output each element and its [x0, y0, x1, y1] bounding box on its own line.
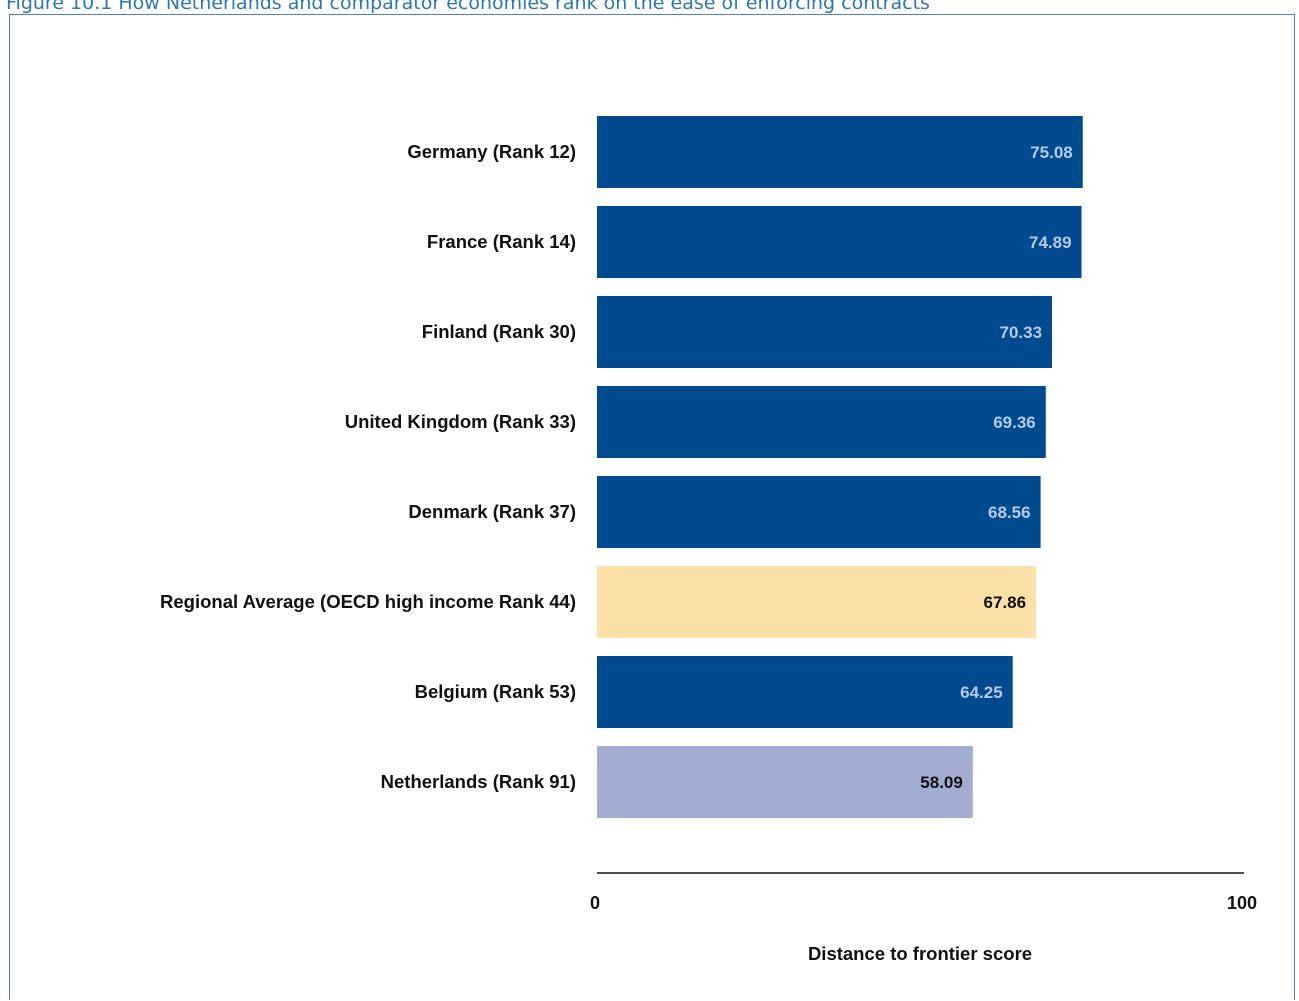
bars-layer [597, 116, 1083, 818]
bar-4 [597, 476, 1041, 548]
category-label-7: Netherlands (Rank 91) [381, 771, 576, 792]
bar-2 [597, 296, 1053, 368]
value-label-4: 68.56 [988, 503, 1031, 522]
value-label-5: 67.86 [984, 593, 1027, 612]
bar-1 [597, 206, 1082, 278]
value-label-3: 69.36 [993, 413, 1036, 432]
bar-3 [597, 386, 1046, 458]
x-tick-label-1: 100 [1227, 893, 1257, 913]
category-label-4: Denmark (Rank 37) [408, 501, 576, 522]
value-label-6: 64.25 [960, 683, 1003, 702]
value-label-1: 74.89 [1029, 233, 1072, 252]
bar-7 [597, 746, 973, 818]
bar-0 [597, 116, 1083, 188]
value-label-7: 58.09 [920, 773, 963, 792]
x-axis-title: Distance to frontier score [808, 943, 1032, 964]
category-label-2: Finland (Rank 30) [422, 321, 576, 342]
value-label-0: 75.08 [1030, 143, 1073, 162]
bar-5 [597, 566, 1037, 638]
x-tick-label-0: 0 [590, 893, 600, 913]
category-label-1: France (Rank 14) [427, 231, 576, 252]
figure-caption: Figure 10.1 How Netherlands and comparat… [6, 0, 930, 14]
ticks-layer: 0 100 [590, 893, 1257, 913]
value-label-2: 70.33 [999, 323, 1042, 342]
labels-layer: Germany (Rank 12) 75.08 France (Rank 14) 74… [160, 141, 1073, 792]
bar-6 [597, 656, 1013, 728]
figure-frame [9, 14, 1295, 1000]
category-label-0: Germany (Rank 12) [407, 141, 576, 162]
category-label-3: United Kingdom (Rank 33) [345, 411, 576, 432]
category-label-6: Belgium (Rank 53) [415, 681, 576, 702]
category-label-5: Regional Average (OECD high income Rank … [160, 591, 576, 612]
